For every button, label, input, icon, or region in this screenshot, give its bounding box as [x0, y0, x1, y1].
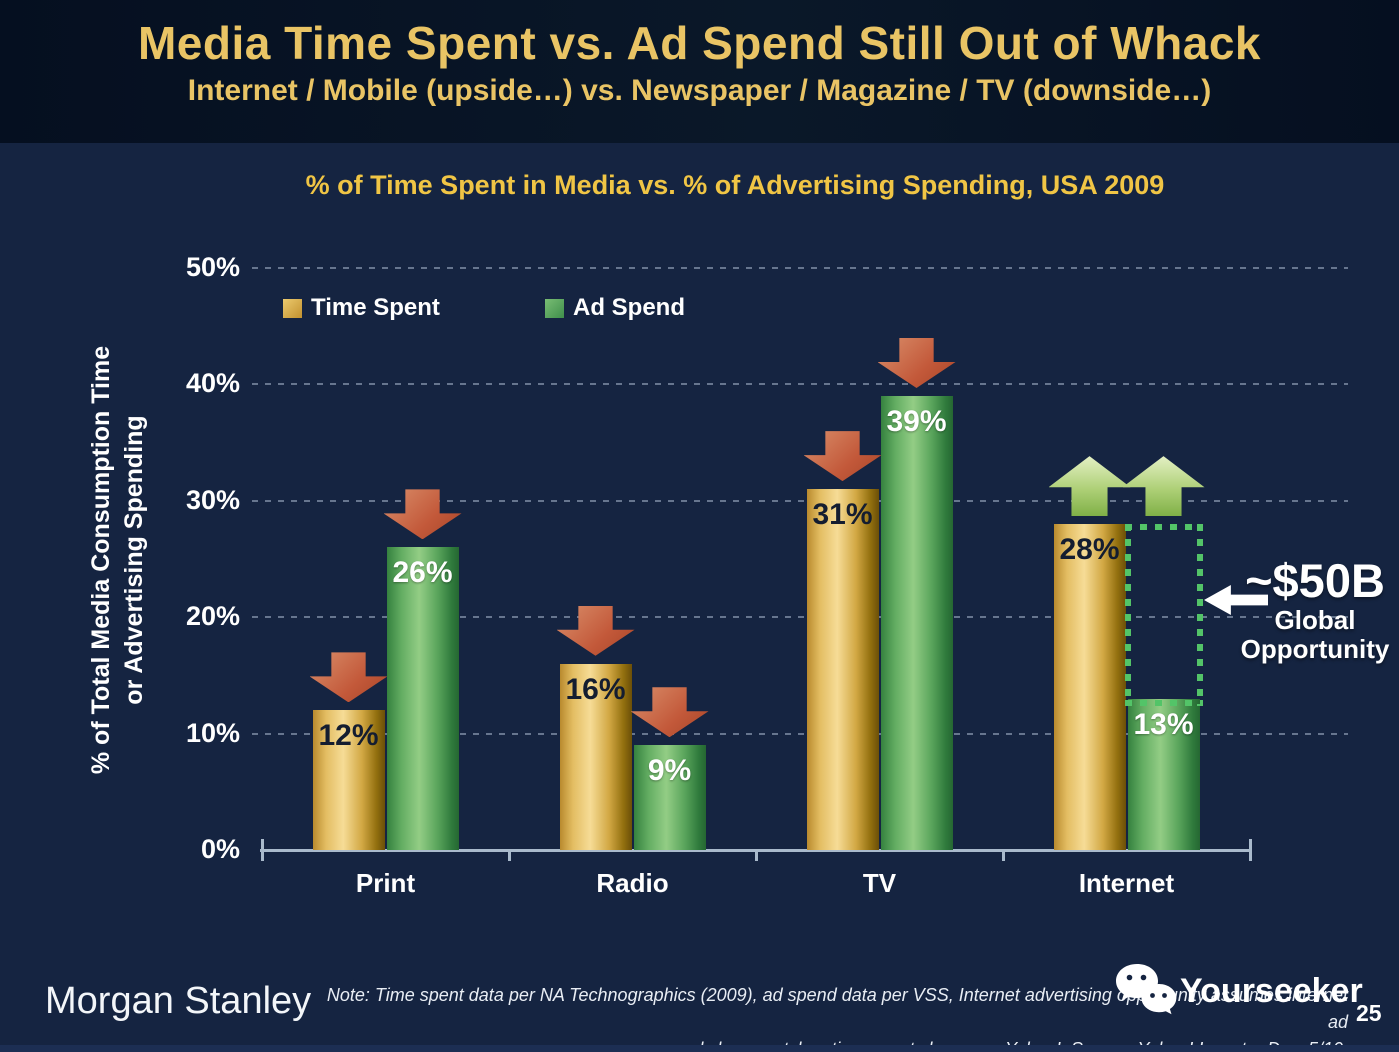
legend-label: Ad Spend — [573, 294, 685, 321]
down-arrow-icon — [803, 431, 882, 482]
legend-item-time-spent: Time Spent — [283, 294, 440, 321]
bar-value-label: 39% — [886, 405, 947, 439]
bar-value-label: 9% — [647, 754, 692, 788]
y-tick-label: 10% — [185, 717, 240, 748]
y-tick-label: 0% — [200, 834, 240, 864]
bar-value-label: 26% — [392, 556, 453, 590]
bottom-strip — [0, 1045, 1399, 1052]
opportunity-gap-border — [1124, 524, 1203, 531]
x-category-label: TV — [862, 868, 897, 898]
x-axis-tick — [1249, 850, 1252, 861]
opportunity-amount: ~$50B — [1245, 554, 1385, 607]
gridline — [252, 267, 1348, 269]
slide-title: Media Time Spent vs. Ad Spend Still Out … — [137, 17, 1262, 69]
bar-internet-time-spent — [1053, 524, 1126, 850]
opportunity-label-line2: Opportunity — [1240, 634, 1390, 664]
y-tick-label: 50% — [185, 252, 240, 282]
opportunity-gap-border — [1196, 524, 1203, 706]
down-arrow-icon — [877, 338, 956, 389]
y-tick-label: 20% — [185, 601, 240, 632]
footnote-line1: Note: Time spent data per NA Technograph… — [326, 985, 1348, 1032]
watermark: Yourseeker — [1112, 960, 1363, 1022]
bar-print-time-spent — [312, 710, 385, 850]
ad-spend-swatch-icon — [545, 298, 564, 318]
page-number: 25 — [1356, 1000, 1382, 1026]
bar-value-label: 13% — [1133, 707, 1194, 741]
y-tick-label: 40% — [185, 368, 240, 399]
opportunity-gap-border — [1124, 524, 1131, 706]
x-category-label: Radio — [596, 868, 669, 898]
bar-value-label: 31% — [812, 498, 873, 532]
x-category-label: Internet — [1078, 868, 1175, 898]
opportunity-gap-border — [1124, 699, 1203, 706]
up-arrow-icon — [1122, 456, 1205, 517]
down-arrow-icon — [309, 652, 388, 703]
legend-item-ad-spend: Ad Spend — [545, 294, 685, 321]
x-axis-tick — [261, 850, 264, 861]
opportunity-label-line1: Global — [1274, 605, 1356, 635]
x-axis-end-cap — [261, 839, 264, 850]
down-arrow-icon — [383, 489, 462, 540]
morgan-stanley-logo: Morgan Stanley — [45, 980, 312, 1022]
x-category-label: Print — [355, 868, 416, 898]
watermark-text: Yourseeker — [1180, 971, 1363, 1010]
slide-header: Media Time Spent vs. Ad Spend Still Out … — [0, 0, 1399, 143]
gridline — [252, 499, 1348, 502]
x-axis-tick — [1002, 850, 1005, 861]
up-arrow-icon — [1048, 456, 1131, 517]
time-spent-swatch-icon — [283, 298, 302, 318]
down-arrow-icon — [556, 605, 635, 656]
x-axis-tick — [508, 850, 511, 861]
bar-value-label: 16% — [565, 672, 626, 706]
x-axis-end-cap — [1249, 839, 1252, 850]
legend-label: Time Spent — [311, 294, 440, 321]
bar-tv-time-spent — [806, 489, 879, 850]
global-opportunity-annotation: ~$50B Global Opportunity — [1235, 556, 1395, 664]
bar-radio-ad-spend — [633, 745, 706, 850]
x-axis-tick — [755, 850, 758, 861]
down-arrow-icon — [630, 687, 709, 738]
bar-internet-ad-spend — [1127, 698, 1200, 850]
y-tick-label: 30% — [185, 484, 240, 515]
gridline — [252, 383, 1348, 386]
bar-value-label: 12% — [318, 719, 379, 753]
bar-tv-ad-spend — [880, 396, 953, 850]
gridline — [252, 616, 1348, 619]
gridline — [252, 732, 1348, 735]
bar-radio-time-spent — [559, 663, 632, 850]
wechat-icon — [1116, 964, 1177, 1015]
chart-title: % of Time Spent in Media vs. % of Advert… — [305, 170, 1165, 200]
bar-value-label: 28% — [1059, 533, 1120, 567]
bar-print-ad-spend — [386, 547, 459, 850]
slide-subtitle: Internet / Mobile (upside…) vs. Newspape… — [187, 74, 1212, 107]
